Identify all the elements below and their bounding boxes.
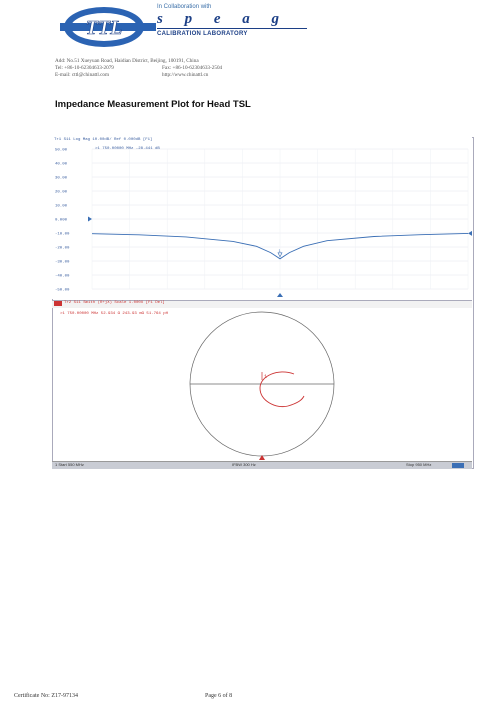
status-start: 1 Start 550 MHz: [55, 462, 84, 467]
marker-1: [277, 252, 283, 258]
trace2-indicator: [52, 300, 472, 308]
y-tick-label: 50.00: [55, 149, 68, 153]
partner-name: s p e a g: [157, 11, 288, 27]
ttl-logo: TTL: [60, 4, 156, 50]
s11-trace: [91, 232, 469, 260]
collab-text: In Collaboration with: [157, 4, 212, 10]
y-tick-label: 40.00: [55, 163, 68, 167]
trace1-marker-readout: >1 750.00000 MHz -28.441 dB: [95, 147, 160, 151]
trace2-header: Tr2 S11 Smith (R+jX) Scale 1.000U [F1 De…: [64, 301, 165, 305]
marker-1-label: 1: [279, 248, 282, 253]
trace2-marker-readout: >1 750.00000 MHz 52.934 Ω 243.93 mΩ 51.7…: [60, 312, 169, 316]
log-mag-chart: 50.00 40.00 30.00 20.00 10.00 0.000 -10.00 -20.…: [52, 137, 472, 299]
status-stop: Stop 950 MHz: [406, 462, 432, 467]
trace-end-marker: [468, 230, 472, 236]
reference-marker: [88, 216, 92, 222]
y-tick-label: 10.00: [55, 205, 68, 209]
logo-text: TTL: [86, 17, 123, 39]
y-tick-label: -40.00: [55, 275, 70, 279]
y-tick-label: 30.00: [55, 177, 68, 181]
address-line-1: Add: No.51 Xueyuan Road, Haidian Distric…: [55, 58, 199, 64]
y-tick-label: -20.00: [55, 247, 70, 251]
fax-line: Fax: +86-10-62304633-2504: [162, 65, 223, 71]
y-tick-label: 20.00: [55, 191, 68, 195]
certificate-number: Certificate No: Z17-97134: [14, 693, 78, 699]
page-number: Page 6 of 8: [205, 693, 233, 699]
status-indicator: [452, 463, 464, 468]
smith-chart: 1: [189, 311, 335, 460]
partner-divider: [157, 28, 307, 29]
trace2-badge: [54, 301, 62, 306]
y-tick-label: -30.00: [55, 261, 70, 265]
y-tick-label: -50.00: [55, 289, 70, 293]
trace1-header: Tr1 S11 Log Mag 10.00dB/ Ref 0.000dB [F1…: [54, 138, 153, 142]
chart-grid: [91, 148, 469, 290]
y-tick-label: -10.00: [55, 233, 70, 237]
trace-markers: 1: [88, 216, 472, 297]
active-marker-indicator: [277, 293, 283, 297]
y-tick-labels: 50.00 40.00 30.00 20.00 10.00 0.000 -10.00 -20.…: [55, 149, 70, 293]
email-line: E-mail: cttl@chinattl.com: [55, 72, 110, 78]
page-title: Impedance Measurement Plot for Head TSL: [55, 99, 251, 110]
smith-marker-label: 1: [264, 374, 267, 380]
partner-subtitle: CALIBRATION LABORATORY: [157, 31, 248, 37]
tel-line: Tel: +86-10-62304633-2079: [55, 65, 114, 71]
status-ifbw: IFBW 300 Hz: [232, 462, 256, 467]
status-bar: 1 Start 550 MHz IFBW 300 Hz Stop 950 MHz: [52, 461, 472, 469]
website-line: http://www.chinattl.cn: [162, 72, 209, 78]
y-tick-label: 0.000: [55, 219, 68, 223]
